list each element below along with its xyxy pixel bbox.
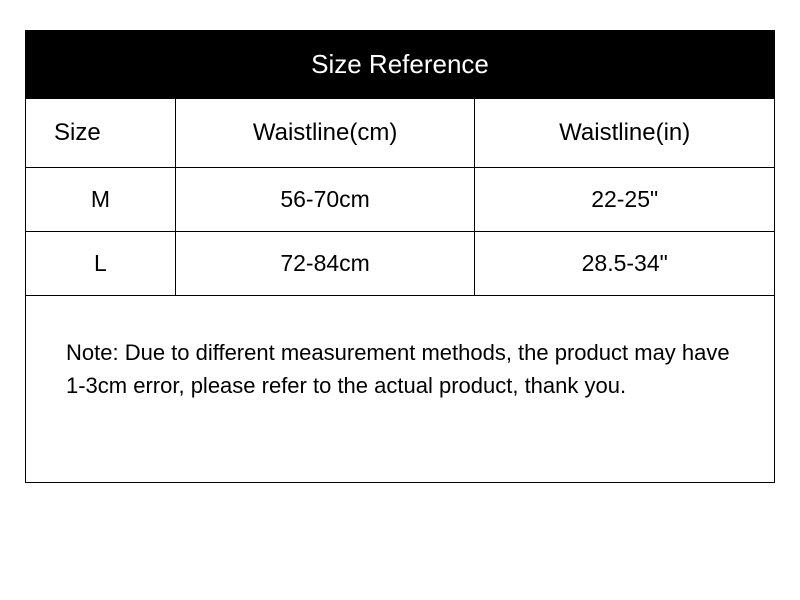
cell-waist-cm: 56-70cm: [175, 168, 475, 232]
column-header-waist-in: Waistline(in): [475, 99, 775, 168]
column-header-size: Size: [26, 99, 176, 168]
table-row: L 72-84cm 28.5-34": [26, 232, 775, 296]
size-reference-table: Size Reference Size Waistline(cm) Waistl…: [25, 30, 775, 483]
header-row: Size Waistline(cm) Waistline(in): [26, 99, 775, 168]
cell-waist-in: 28.5-34": [475, 232, 775, 296]
title-row: Size Reference: [26, 31, 775, 99]
cell-size: M: [26, 168, 176, 232]
cell-waist-cm: 72-84cm: [175, 232, 475, 296]
note-text: Note: Due to different measurement metho…: [26, 296, 775, 483]
column-header-waist-cm: Waistline(cm): [175, 99, 475, 168]
table-title: Size Reference: [26, 31, 775, 99]
table-row: M 56-70cm 22-25": [26, 168, 775, 232]
note-row: Note: Due to different measurement metho…: [26, 296, 775, 483]
cell-size: L: [26, 232, 176, 296]
cell-waist-in: 22-25": [475, 168, 775, 232]
